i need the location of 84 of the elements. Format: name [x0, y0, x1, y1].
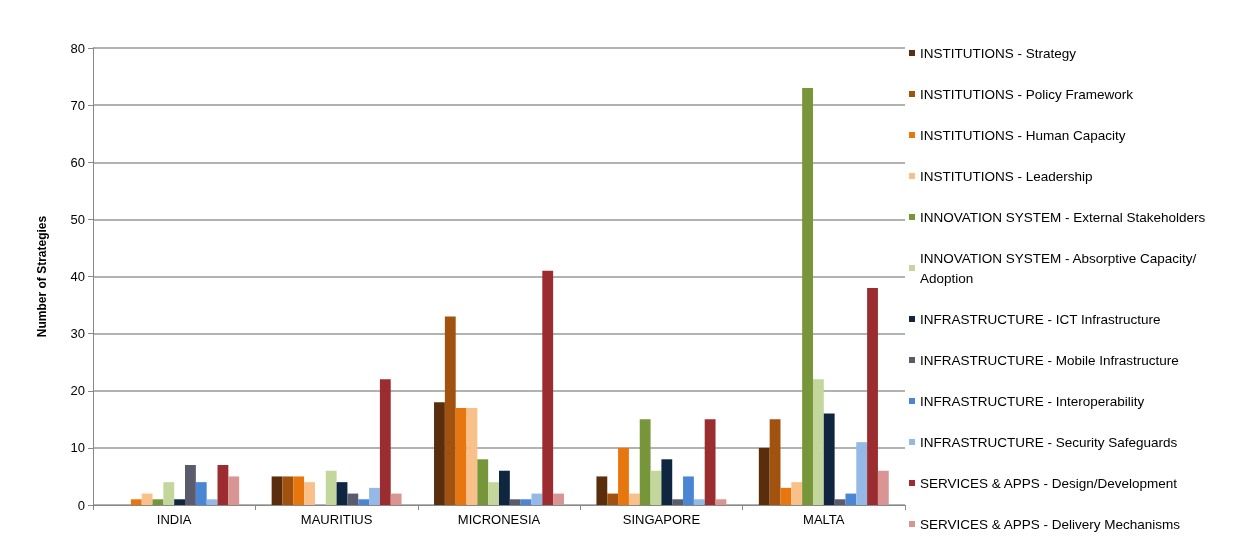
- bar: [141, 493, 153, 505]
- bar: [553, 493, 564, 505]
- bar: [531, 493, 543, 505]
- legend-label: INFRASTRUCTURE - Interoperability: [920, 393, 1145, 409]
- bar: [672, 499, 684, 505]
- bar: [390, 493, 402, 505]
- bar: [336, 482, 348, 505]
- bar: [130, 499, 142, 505]
- legend-label: SERVICES & APPS - Design/Development: [920, 475, 1178, 491]
- bar: [867, 287, 878, 505]
- bar: [758, 447, 770, 505]
- bar: [499, 470, 510, 505]
- legend-label: INNOVATION SYSTEM - External Stakeholders: [920, 209, 1206, 225]
- y-tick-label: 10: [70, 440, 85, 456]
- bar: [488, 482, 499, 505]
- y-tick-label: 60: [70, 154, 85, 170]
- bar: [639, 419, 651, 505]
- bar: [358, 499, 370, 505]
- y-tick-label: 40: [70, 269, 85, 284]
- bar: [152, 499, 164, 505]
- y-tick-label: 50: [70, 211, 85, 227]
- bar: [845, 493, 857, 505]
- bar: [542, 270, 554, 505]
- x-tick-label: MALTA: [803, 512, 845, 527]
- bar: [293, 476, 305, 505]
- legend-label: INSTITUTIONS - Human Capacity: [920, 127, 1126, 143]
- bar: [812, 379, 824, 505]
- y-tick-label: 0: [77, 497, 85, 513]
- bar: [780, 487, 792, 505]
- legend-label: INSTITUTIONS - Strategy: [920, 45, 1077, 61]
- legend-label: INFRASTRUCTURE - Mobile Infrastructure: [920, 352, 1179, 368]
- legend-label: INFRASTRUCTURE - ICT Infrastructure: [920, 311, 1161, 327]
- bar: [704, 419, 716, 505]
- bar: [369, 487, 380, 505]
- bar: [206, 499, 218, 505]
- bar: [379, 379, 391, 505]
- bar: [434, 402, 445, 505]
- legend-label: SERVICES & APPS - Delivery Mechanisms: [920, 516, 1181, 532]
- y-tick-label: 80: [70, 40, 85, 56]
- y-axis-title: Number of Strategies: [35, 215, 49, 338]
- bar: [325, 470, 337, 505]
- legend-label: INFRASTRUCTURE - Security Safeguards: [920, 434, 1178, 450]
- bar: [455, 407, 467, 505]
- bar: [769, 419, 781, 505]
- bar: [607, 493, 619, 505]
- legend-label: INNOVATION SYSTEM - Absorptive Capacity/Adoption: [920, 250, 1197, 286]
- bar: [347, 493, 359, 505]
- bar: [628, 493, 640, 505]
- bar: [802, 87, 813, 505]
- x-tick-label: MICRONESIA: [457, 512, 541, 527]
- bar: [466, 407, 478, 505]
- x-tick-label: INDIA: [156, 512, 192, 527]
- bar: [444, 316, 456, 505]
- bar: [834, 499, 846, 505]
- bar: [650, 470, 662, 505]
- x-tick-label: MAURITIUS: [300, 512, 373, 527]
- legend-label: INSTITUTIONS - Leadership: [920, 168, 1093, 184]
- bar: [693, 499, 705, 505]
- bar: [715, 499, 727, 505]
- bar: [618, 447, 629, 505]
- bar: [856, 442, 868, 505]
- x-tick-label: SINGAPORE: [622, 512, 701, 527]
- bar: [282, 476, 294, 505]
- bar: [217, 465, 229, 505]
- bar: [185, 465, 196, 505]
- bar: [195, 482, 207, 505]
- bar: [823, 413, 835, 505]
- bar: [174, 499, 186, 505]
- legend-label: INSTITUTIONS - Policy Framework: [920, 86, 1134, 102]
- bar: [661, 459, 673, 505]
- y-tick-label: 20: [70, 383, 85, 399]
- bar: [228, 476, 240, 505]
- bar: [877, 470, 889, 505]
- bar: [683, 476, 694, 505]
- y-tick-label: 30: [70, 326, 85, 342]
- bar: [791, 482, 803, 505]
- y-tick-label: 70: [70, 97, 85, 113]
- bar: [509, 499, 521, 505]
- bar: [520, 499, 532, 505]
- bar: [163, 482, 175, 505]
- bar: [477, 459, 489, 505]
- bar: [304, 482, 315, 505]
- bar: [271, 476, 283, 505]
- bar: [596, 476, 608, 505]
